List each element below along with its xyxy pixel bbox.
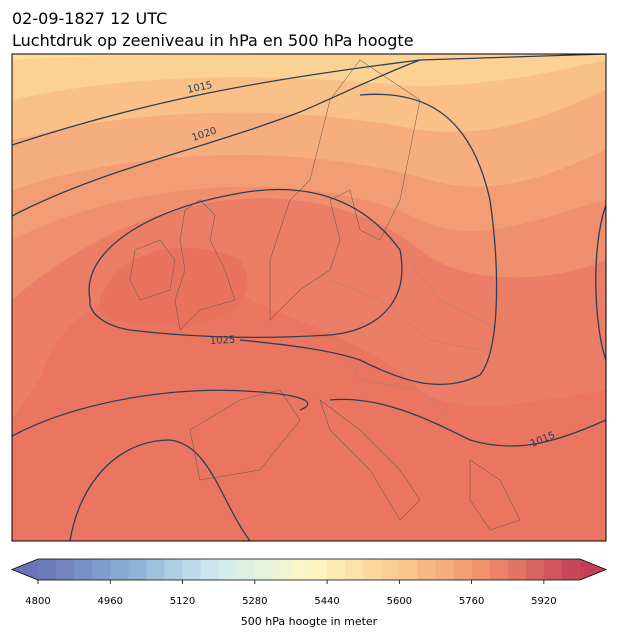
colorbar-swatch bbox=[74, 559, 93, 580]
colorbar: 4800 4960 5120 5280 5440 5600 5760 5920 bbox=[10, 558, 608, 607]
colorbar-swatch bbox=[561, 559, 581, 580]
colorbar-swatch bbox=[56, 559, 75, 580]
colorbar-swatch bbox=[92, 559, 111, 580]
colorbar-tick-label: 5440 bbox=[314, 596, 339, 607]
colorbar-swatch bbox=[218, 559, 238, 580]
colorbar-swatch bbox=[182, 559, 202, 580]
colorbar-swatch bbox=[489, 559, 509, 580]
title: 02-09-1827 12 UTC bbox=[12, 9, 167, 28]
colorbar-swatch bbox=[381, 559, 400, 580]
colorbar-swatch bbox=[399, 559, 418, 580]
colorbar-swatch bbox=[38, 559, 57, 580]
colorbar-swatch bbox=[290, 559, 310, 580]
colorbar-tick-label: 5920 bbox=[531, 596, 556, 607]
colorbar-tick-label: 4800 bbox=[25, 596, 50, 607]
isobar-label: 1025 bbox=[210, 335, 236, 347]
colorbar-extend-low bbox=[12, 559, 38, 580]
isobar-label: 1015 bbox=[186, 80, 213, 96]
colorbar-swatch bbox=[471, 559, 491, 580]
map-frame bbox=[11, 53, 607, 542]
colorbar-swatch bbox=[164, 559, 184, 580]
colorbar-swatch bbox=[363, 559, 382, 580]
colorbar-swatch bbox=[435, 559, 455, 580]
colorbar-extend-high bbox=[580, 559, 606, 580]
colorbar-tick-label: 5760 bbox=[459, 596, 484, 607]
colorbar-swatch bbox=[327, 559, 346, 580]
colorbar-tick-label: 5120 bbox=[170, 596, 195, 607]
colorbar-swatch bbox=[236, 559, 256, 580]
colorbar-swatch bbox=[254, 559, 274, 580]
colorbar-swatch bbox=[417, 559, 436, 580]
colorbar-swatch bbox=[525, 559, 545, 580]
colorbar-swatch bbox=[543, 559, 563, 580]
colorbar-swatch bbox=[345, 559, 364, 580]
subtitle: Luchtdruk op zeeniveau in hPa en 500 hPa… bbox=[12, 31, 414, 50]
colorbar-outline bbox=[10, 558, 608, 581]
colorbar-swatch bbox=[309, 559, 328, 580]
colorbar-swatch bbox=[272, 559, 292, 580]
colorbar-tick-label: 5280 bbox=[242, 596, 267, 607]
map bbox=[12, 54, 606, 541]
colorbar-label: 500 hPa hoogte in meter bbox=[241, 615, 378, 628]
colorbar-swatch bbox=[507, 559, 527, 580]
colorbar-swatch bbox=[146, 559, 165, 580]
colorbar-swatch bbox=[128, 559, 147, 580]
colorbar-tick-label: 4960 bbox=[98, 596, 123, 607]
colorbar-swatch bbox=[453, 559, 473, 580]
colorbar-swatch bbox=[200, 559, 220, 580]
colorbar-swatch bbox=[110, 559, 129, 580]
colorbar-tick-label: 5600 bbox=[387, 596, 412, 607]
